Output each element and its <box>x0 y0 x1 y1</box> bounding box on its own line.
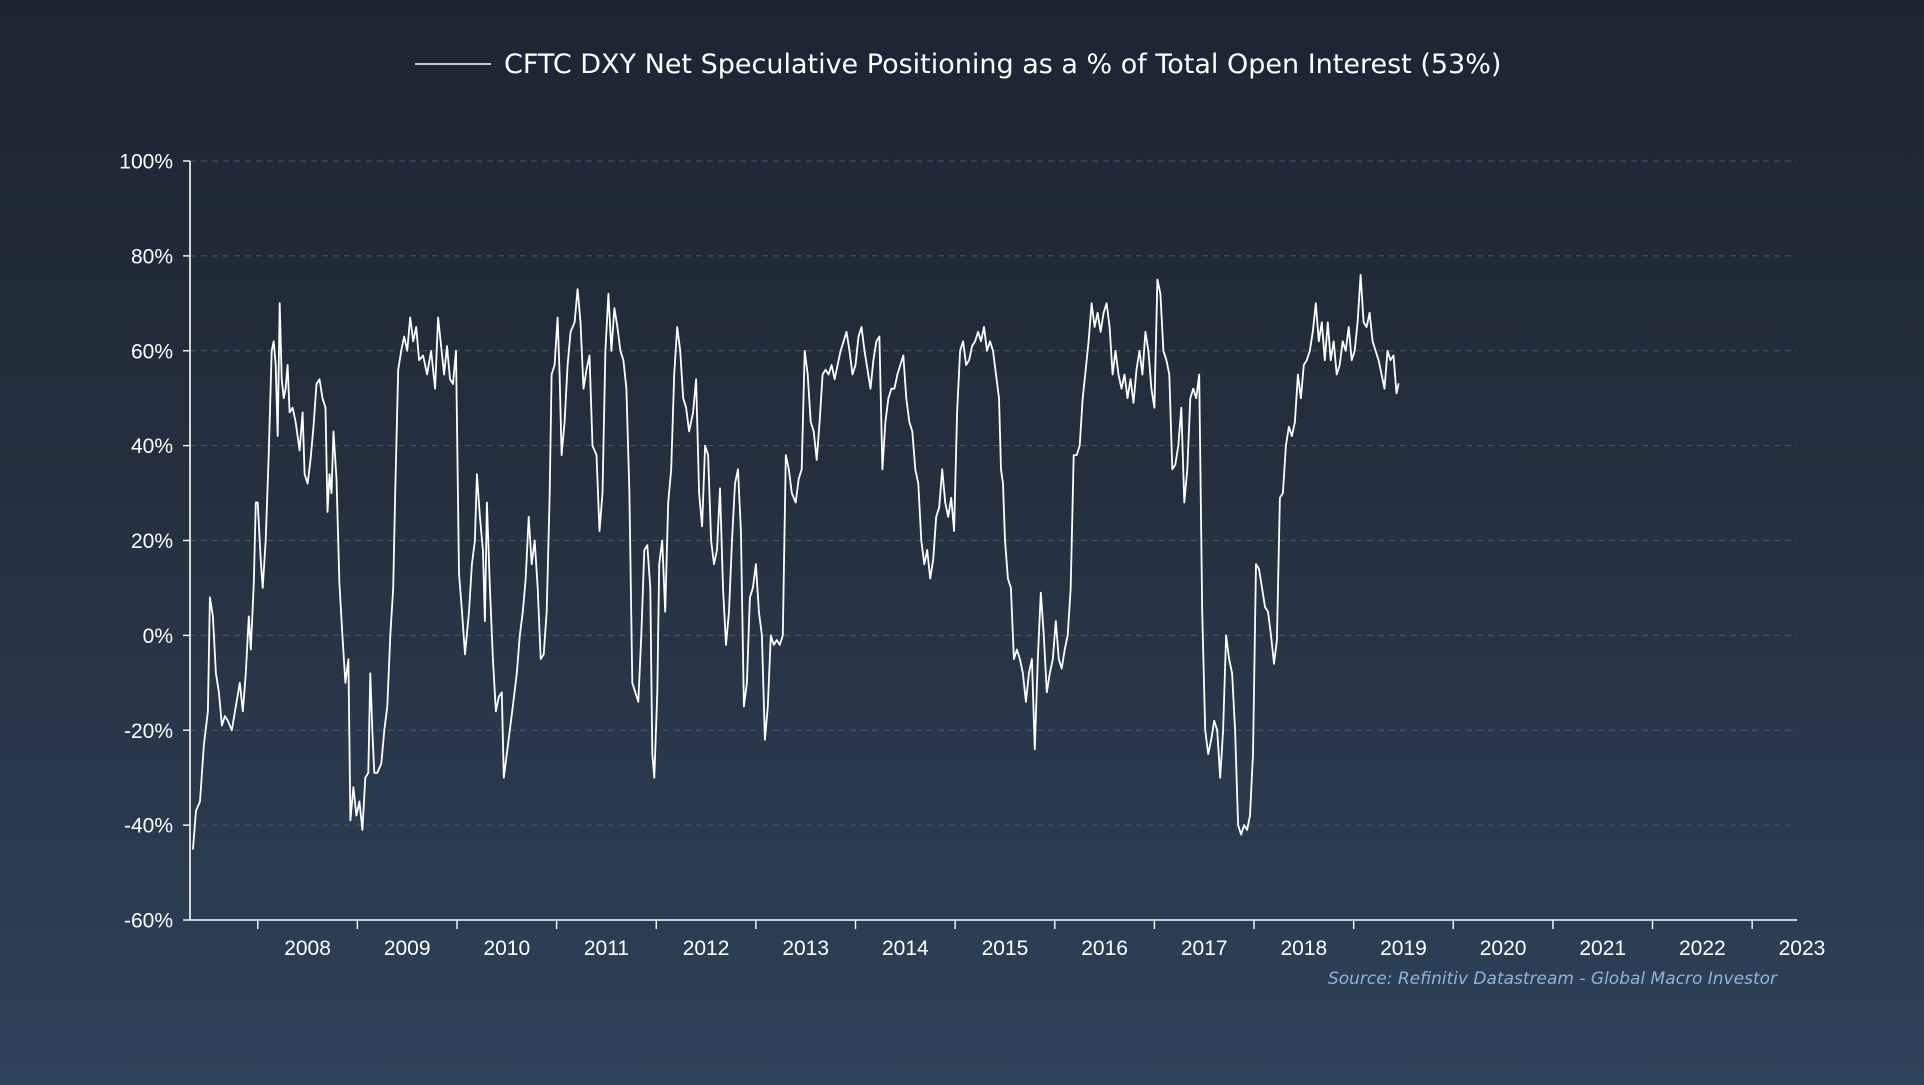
x-tick-label: 2013 <box>782 937 829 960</box>
x-tick-label: 2011 <box>584 937 629 960</box>
x-tick-label: 2023 <box>1779 937 1826 960</box>
grid-lines <box>190 160 1797 826</box>
x-tick-label: 2008 <box>284 937 331 960</box>
source-label: Source: Refinitiv Datastream - Global Ma… <box>1328 969 1778 989</box>
y-tick-label: -20% <box>124 720 173 743</box>
y-tick-label: -60% <box>124 910 173 933</box>
x-tick-label: 2012 <box>683 937 730 960</box>
x-tick-label: 2021 <box>1579 937 1626 960</box>
x-tick-label: 2019 <box>1380 937 1427 960</box>
y-tick-label: -40% <box>124 815 173 838</box>
x-tick-label: 2016 <box>1081 937 1128 960</box>
x-tick-label: 2010 <box>483 937 530 960</box>
x-tick-label: 2009 <box>384 937 431 960</box>
x-tick-label: 2020 <box>1480 937 1527 960</box>
chart-title: CFTC DXY Net Speculative Positioning as … <box>504 49 1501 80</box>
x-tick-label: 2022 <box>1679 937 1726 960</box>
x-tick-label: 2017 <box>1181 937 1228 960</box>
y-tick-label: 100% <box>119 151 173 174</box>
y-tick-label: 80% <box>131 245 173 268</box>
x-tick-label: 2014 <box>882 937 929 960</box>
y-axis-ticks: -60% -40% -20% 0% 20% 40% 60% 80% 100% <box>119 151 190 933</box>
x-tick-label: 2018 <box>1280 937 1327 960</box>
x-tick-label: 2015 <box>982 937 1029 960</box>
y-tick-label: 60% <box>131 340 173 363</box>
x-axis-ticks: 2008 2009 2010 2011 2012 2013 2014 2015 2016 2017… <box>257 920 1826 960</box>
series-layer <box>192 274 1400 850</box>
legend: CFTC DXY Net Speculative Positioning as … <box>415 49 1501 80</box>
y-tick-label: 20% <box>131 530 173 553</box>
series-line <box>192 274 1400 850</box>
y-tick-label: 0% <box>143 625 173 648</box>
y-tick-label: 40% <box>131 435 173 458</box>
